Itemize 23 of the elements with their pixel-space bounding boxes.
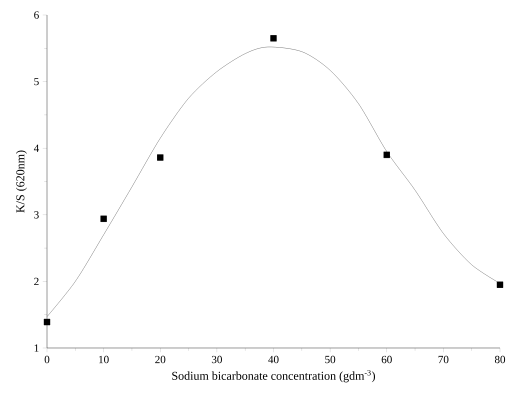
x-tick-label: 30: [212, 356, 222, 364]
x-tick-label: 80: [494, 356, 506, 364]
y-tick-label: 1: [34, 344, 39, 352]
x-tick-label: 70: [438, 356, 448, 364]
point: [100, 216, 107, 222]
y-tick-label: 2: [34, 278, 39, 286]
x-tick-label: 20: [155, 356, 166, 364]
point: [384, 152, 390, 158]
x-tick-label: 50: [325, 356, 336, 364]
x-tick-label: 60: [382, 356, 392, 364]
x-axis-title: Sodium bicarbonate concentration (gdm$^{-3}$): [172, 370, 376, 382]
y-axis-title: K/S (620nm): [16, 150, 27, 213]
y-tick-label: 5: [34, 78, 39, 86]
x-tick-label: 40: [268, 356, 279, 364]
point: [44, 318, 50, 326]
y-tick-label: 3: [34, 211, 39, 218]
y-tick-label: 4: [34, 144, 40, 152]
point: [157, 154, 164, 161]
point: [270, 35, 277, 42]
y-tick-label: 6: [34, 11, 39, 19]
x-tick-label: 10: [99, 356, 109, 364]
x-tick-label: 0: [44, 356, 50, 364]
point: [496, 282, 504, 288]
